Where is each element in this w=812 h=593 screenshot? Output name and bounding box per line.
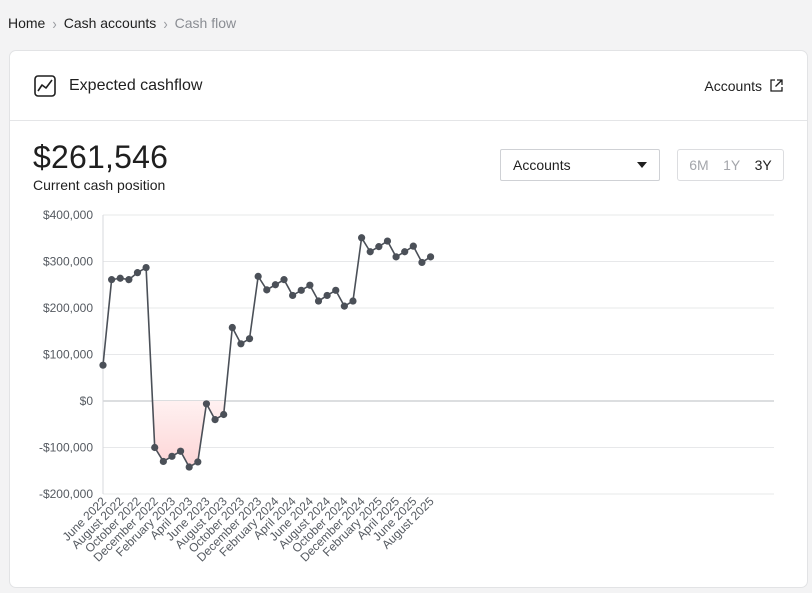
accounts-select-value: Accounts bbox=[513, 157, 571, 173]
card-header: Expected cashflow Accounts bbox=[10, 51, 807, 121]
data-point bbox=[263, 286, 271, 294]
data-point bbox=[185, 463, 193, 471]
data-point bbox=[297, 286, 305, 294]
negative-area bbox=[152, 401, 226, 468]
data-point bbox=[116, 274, 124, 282]
cash-position-amount: $261,546 bbox=[33, 139, 169, 175]
data-point bbox=[323, 291, 331, 300]
data-point bbox=[254, 272, 262, 280]
range-6m[interactable]: 6M bbox=[689, 157, 709, 173]
external-link-icon bbox=[770, 79, 783, 92]
y-tick-label: -$200,000 bbox=[39, 487, 93, 501]
y-tick-label: $0 bbox=[80, 394, 94, 408]
data-point bbox=[332, 286, 340, 294]
cashflow-card: Expected cashflow Accounts $261,546 Curr… bbox=[9, 50, 808, 588]
data-point bbox=[108, 276, 116, 284]
data-point bbox=[409, 242, 417, 250]
range-3y[interactable]: 3Y bbox=[754, 157, 772, 173]
data-point bbox=[401, 248, 409, 256]
data-point bbox=[340, 302, 348, 310]
data-point bbox=[142, 263, 150, 272]
breadcrumb-current: Cash flow bbox=[174, 15, 237, 31]
y-tick-label: -$100,000 bbox=[39, 441, 93, 455]
data-point bbox=[375, 243, 383, 251]
data-point bbox=[168, 452, 176, 460]
data-point bbox=[151, 443, 159, 452]
data-point bbox=[159, 457, 167, 466]
data-point bbox=[125, 276, 133, 284]
range-1y[interactable]: 1Y bbox=[723, 157, 741, 173]
line-chart-icon bbox=[34, 74, 56, 97]
accounts-link[interactable]: Accounts bbox=[704, 78, 783, 94]
data-point bbox=[392, 253, 400, 261]
y-tick-label: $300,000 bbox=[43, 255, 93, 269]
data-point bbox=[211, 416, 219, 424]
chevron-right-icon: › bbox=[52, 14, 57, 32]
data-point bbox=[194, 458, 202, 466]
data-point bbox=[383, 237, 392, 245]
data-point bbox=[220, 410, 228, 419]
data-point bbox=[366, 248, 374, 256]
data-point bbox=[349, 297, 357, 305]
y-tick-label: $400,000 bbox=[43, 208, 93, 222]
series-line bbox=[102, 236, 431, 468]
data-point bbox=[306, 281, 314, 289]
breadcrumb-home[interactable]: Home bbox=[8, 15, 46, 31]
y-tick-label: $200,000 bbox=[43, 301, 93, 315]
data-point bbox=[237, 340, 245, 348]
data-point bbox=[280, 276, 288, 284]
chevron-right-icon: › bbox=[163, 14, 168, 32]
data-point bbox=[358, 234, 366, 242]
breadcrumb: Home › Cash accounts › Cash flow bbox=[8, 14, 237, 32]
breadcrumb-cash-accounts[interactable]: Cash accounts bbox=[63, 15, 157, 31]
accounts-select[interactable]: Accounts bbox=[500, 149, 660, 181]
data-point bbox=[289, 291, 297, 300]
y-tick-label: $100,000 bbox=[43, 348, 93, 362]
data-point bbox=[228, 323, 236, 332]
range-toggle: 6M 1Y 3Y bbox=[677, 149, 784, 181]
data-point bbox=[176, 447, 185, 455]
data-point bbox=[314, 297, 323, 305]
data-point bbox=[245, 335, 254, 343]
card-title: Expected cashflow bbox=[69, 76, 203, 94]
data-point bbox=[99, 361, 107, 369]
caret-down-icon bbox=[637, 162, 647, 168]
data-point bbox=[418, 258, 426, 267]
data-point bbox=[202, 400, 211, 408]
cash-position-label: Current cash position bbox=[33, 177, 166, 193]
data-point bbox=[133, 269, 142, 277]
data-point bbox=[426, 253, 435, 261]
data-point bbox=[271, 281, 279, 289]
accounts-link-label: Accounts bbox=[704, 77, 762, 94]
